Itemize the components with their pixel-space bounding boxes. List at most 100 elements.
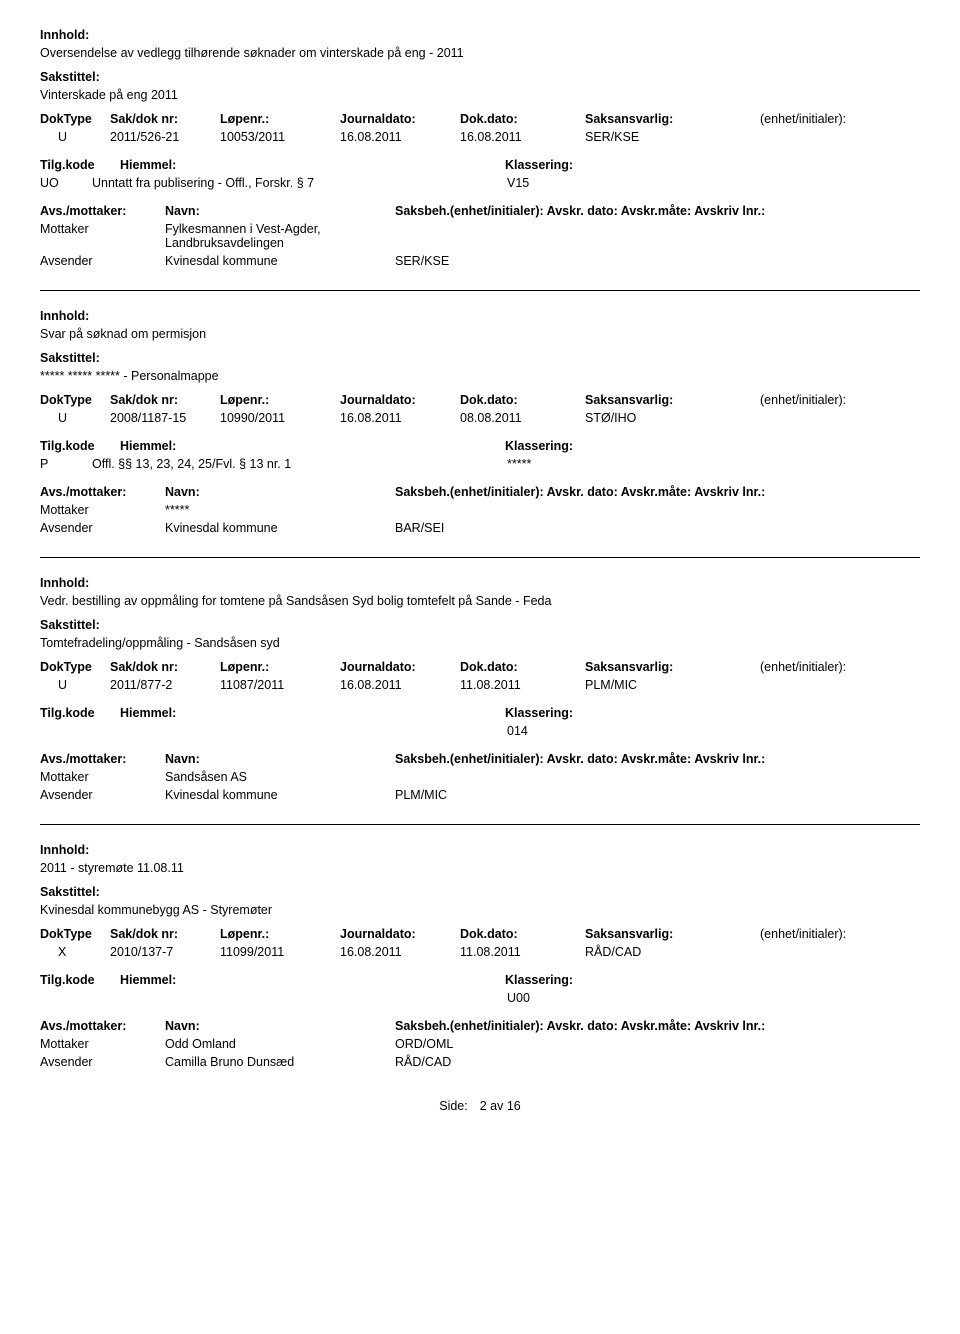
innhold-text: Svar på søknad om permisjon [40, 327, 920, 341]
innhold-text: Vedr. bestilling av oppmåling for tomten… [40, 594, 920, 608]
hdr-journaldato: Journaldato: [340, 927, 460, 941]
val-lopenr: 10990/2011 [220, 411, 340, 425]
tilg-value-row: POffl. §§ 13, 23, 24, 25/Fvl. § 13 nr. 1… [40, 457, 920, 471]
hdr-klassering: Klassering: [505, 973, 920, 987]
party-role: Avsender [40, 521, 165, 535]
tilg-header-row: Tilg.kodeHiemmel:Klassering: [40, 973, 920, 987]
journal-entry: Innhold:Oversendelse av vedlegg tilhøren… [40, 28, 920, 268]
party-role: Mottaker [40, 770, 165, 784]
hdr-enhet: (enhet/initialer): [760, 112, 920, 126]
party-row: MottakerFylkesmannen i Vest-Agder, Landb… [40, 222, 920, 250]
val-klassering: ***** [507, 457, 920, 471]
hdr-avskrdato: Avskr. dato: [547, 752, 621, 766]
tilg-value-row: U00 [40, 991, 920, 1005]
party-code: ORD/OML [395, 1037, 920, 1051]
hdr-avskrivlnr: Avskriv lnr.: [694, 752, 765, 766]
val-sakdoknr: 2008/1187-15 [110, 411, 220, 425]
hdr-enhet: (enhet/initialer): [760, 660, 920, 674]
hdr-tilgkode: Tilg.kode [40, 158, 120, 172]
hdr-avsmottaker: Avs./mottaker: [40, 1019, 165, 1033]
innhold-label: Innhold: [40, 843, 920, 857]
hdr-saksansvarlig: Saksansvarlig: [585, 112, 760, 126]
party-row: AvsenderKvinesdal kommunePLM/MIC [40, 788, 920, 802]
hdr-klassering: Klassering: [505, 158, 920, 172]
dok-value-row: U2008/1187-1510990/201116.08.201108.08.2… [40, 411, 920, 425]
hdr-avskrmate: Avskr.måte: [621, 752, 694, 766]
val-doktype: X [40, 945, 110, 959]
side-label: Side: [439, 1099, 468, 1113]
sakstittel-text: ***** ***** ***** - Personalmappe [40, 369, 920, 383]
hdr-klassering: Klassering: [505, 439, 920, 453]
hdr-saksbeh-block: Saksbeh.(enhet/initialer): Avskr. dato: … [395, 752, 920, 766]
hdr-avskrivlnr: Avskriv lnr.: [694, 1019, 765, 1033]
hdr-lopenr: Løpenr.: [220, 660, 340, 674]
val-hiemmel: Unntatt fra publisering - Offl., Forskr.… [92, 176, 507, 190]
avsmottaker-header-row: Avs./mottaker:Navn:Saksbeh.(enhet/initia… [40, 752, 920, 766]
val-dokdato: 11.08.2011 [460, 678, 585, 692]
party-row: AvsenderKvinesdal kommuneSER/KSE [40, 254, 920, 268]
hdr-navn: Navn: [165, 485, 395, 499]
party-role: Mottaker [40, 1037, 165, 1051]
hdr-lopenr: Løpenr.: [220, 393, 340, 407]
entry-separator [40, 557, 920, 558]
val-lopenr: 10053/2011 [220, 130, 340, 144]
sakstittel-label: Sakstittel: [40, 351, 920, 365]
dok-header-row: DokTypeSak/dok nr:Løpenr.:Journaldato:Do… [40, 927, 920, 941]
val-sakdoknr: 2011/877-2 [110, 678, 220, 692]
entry-separator [40, 824, 920, 825]
party-row: Mottaker***** [40, 503, 920, 517]
party-name: Kvinesdal kommune [165, 521, 395, 535]
party-name: ***** [165, 503, 395, 517]
hdr-tilgkode: Tilg.kode [40, 973, 120, 987]
hdr-hiemmel: Hiemmel: [120, 158, 505, 172]
party-name: Camilla Bruno Dunsæd [165, 1055, 395, 1069]
hdr-saksbeh: Saksbeh.(enhet/initialer): [395, 1019, 547, 1033]
innhold-text: 2011 - styremøte 11.08.11 [40, 861, 920, 875]
val-lopenr: 11099/2011 [220, 945, 340, 959]
hdr-dokdato: Dok.dato: [460, 927, 585, 941]
hdr-saksbeh-block: Saksbeh.(enhet/initialer): Avskr. dato: … [395, 485, 920, 499]
party-role: Avsender [40, 788, 165, 802]
sakstittel-label: Sakstittel: [40, 618, 920, 632]
val-klassering: V15 [507, 176, 920, 190]
tilg-header-row: Tilg.kodeHiemmel:Klassering: [40, 158, 920, 172]
hdr-saksbeh: Saksbeh.(enhet/initialer): [395, 485, 547, 499]
hdr-saksansvarlig: Saksansvarlig: [585, 927, 760, 941]
sakstittel-label: Sakstittel: [40, 885, 920, 899]
innhold-label: Innhold: [40, 309, 920, 323]
val-hiemmel: Offl. §§ 13, 23, 24, 25/Fvl. § 13 nr. 1 [92, 457, 507, 471]
val-dokdato: 16.08.2011 [460, 130, 585, 144]
hdr-avskrmate: Avskr.måte: [621, 204, 694, 218]
val-dokdato: 08.08.2011 [460, 411, 585, 425]
val-lopenr: 11087/2011 [220, 678, 340, 692]
hdr-doktype: DokType [40, 660, 110, 674]
party-name: Kvinesdal kommune [165, 254, 395, 268]
party-role: Avsender [40, 1055, 165, 1069]
hdr-doktype: DokType [40, 927, 110, 941]
val-journaldato: 16.08.2011 [340, 411, 460, 425]
tilg-header-row: Tilg.kodeHiemmel:Klassering: [40, 706, 920, 720]
party-code: RÅD/CAD [395, 1055, 920, 1069]
hdr-journaldato: Journaldato: [340, 393, 460, 407]
hdr-saksansvarlig: Saksansvarlig: [585, 393, 760, 407]
val-saksansvarlig: STØ/IHO [585, 411, 760, 425]
party-code: PLM/MIC [395, 788, 920, 802]
dok-header-row: DokTypeSak/dok nr:Løpenr.:Journaldato:Do… [40, 660, 920, 674]
hdr-hiemmel: Hiemmel: [120, 439, 505, 453]
hdr-sakdoknr: Sak/dok nr: [110, 927, 220, 941]
hdr-avskrivlnr: Avskriv lnr.: [694, 204, 765, 218]
hdr-hiemmel: Hiemmel: [120, 973, 505, 987]
party-code: BAR/SEI [395, 521, 920, 535]
hdr-saksbeh-block: Saksbeh.(enhet/initialer): Avskr. dato: … [395, 1019, 920, 1033]
innhold-label: Innhold: [40, 28, 920, 42]
dok-value-row: U2011/526-2110053/201116.08.201116.08.20… [40, 130, 920, 144]
sakstittel-text: Kvinesdal kommunebygg AS - Styremøter [40, 903, 920, 917]
hdr-avskrivlnr: Avskriv lnr.: [694, 485, 765, 499]
hdr-avsmottaker: Avs./mottaker: [40, 752, 165, 766]
val-doktype: U [40, 678, 110, 692]
tilg-header-row: Tilg.kodeHiemmel:Klassering: [40, 439, 920, 453]
val-tilgkode: UO [40, 176, 92, 190]
hdr-saksbeh: Saksbeh.(enhet/initialer): [395, 752, 547, 766]
hdr-navn: Navn: [165, 204, 395, 218]
val-sakdoknr: 2011/526-21 [110, 130, 220, 144]
